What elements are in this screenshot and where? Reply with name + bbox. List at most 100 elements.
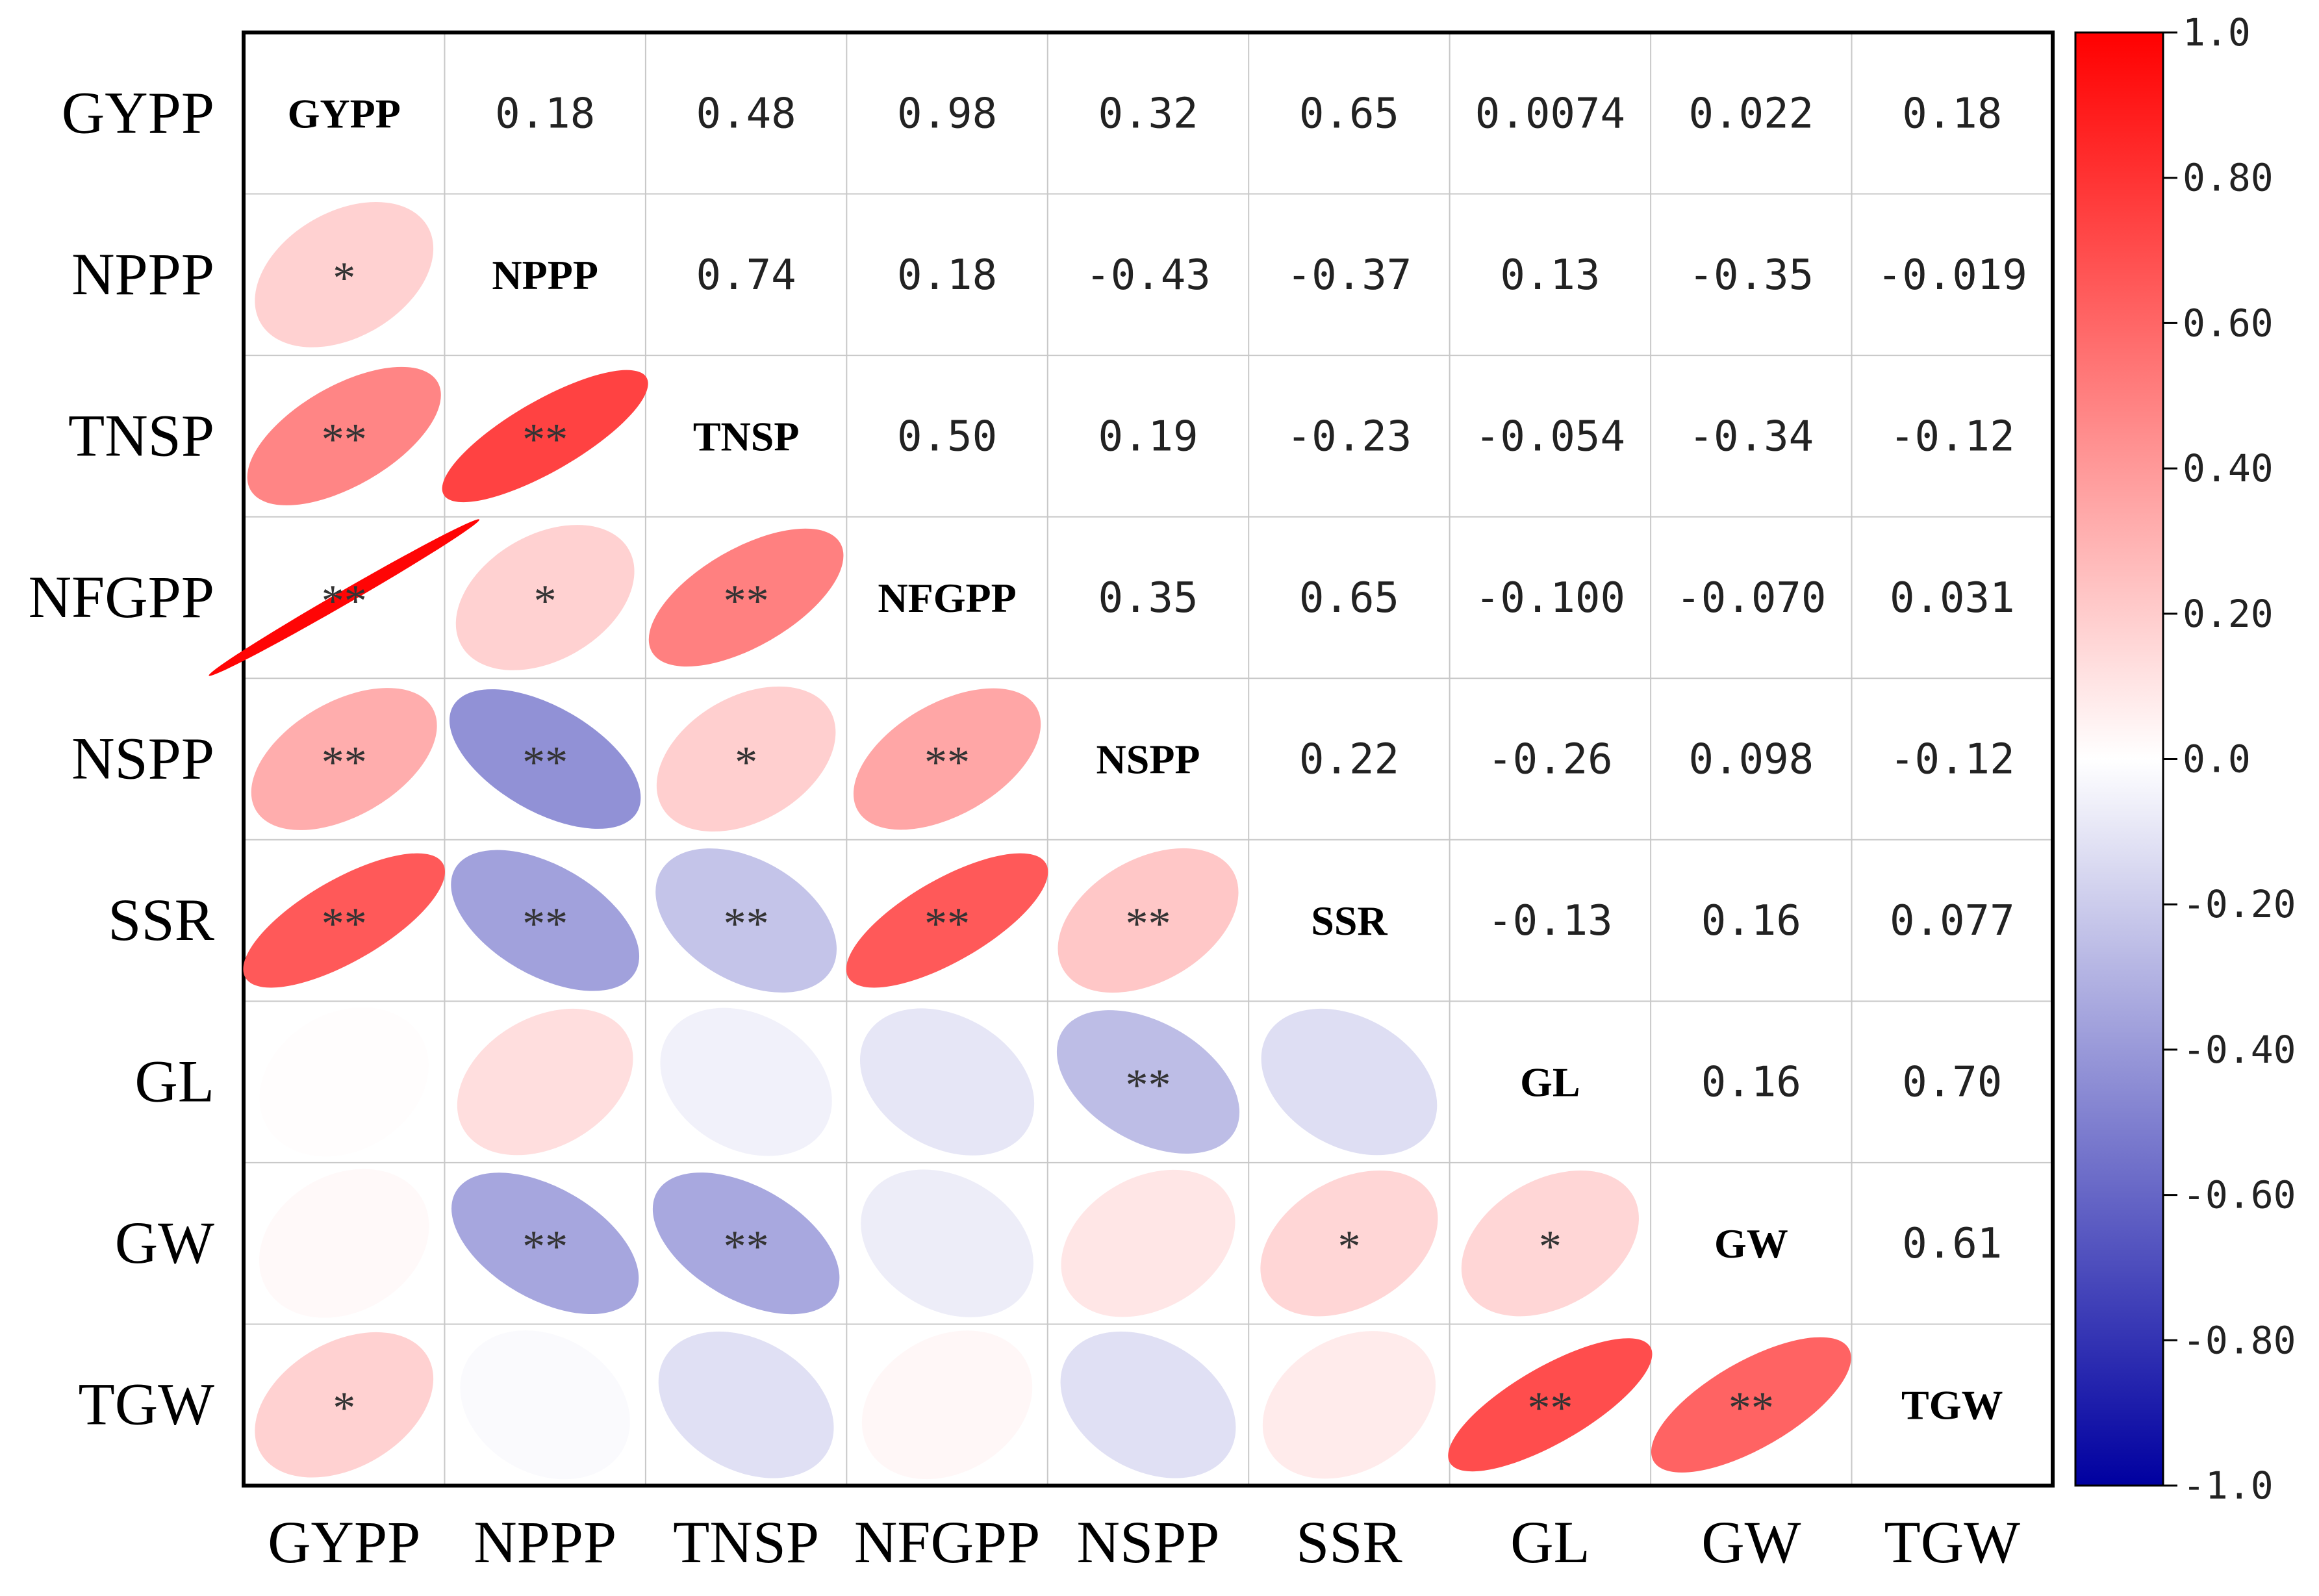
significance-marker: * <box>534 576 557 626</box>
correlation-value: 0.077 <box>1890 897 2015 945</box>
ellipse-ssr-gypp <box>243 853 446 988</box>
correlation-value: -0.070 <box>1676 574 1826 622</box>
x-axis-label: NPPP <box>474 1509 616 1575</box>
y-axis-label: GW <box>115 1210 214 1276</box>
correlation-value: 0.61 <box>1902 1220 2002 1268</box>
ellipse-nfgpp-gypp <box>209 519 480 676</box>
y-axis-label: TGW <box>79 1371 215 1438</box>
correlation-value: 0.18 <box>897 251 997 299</box>
correlation-value: 0.65 <box>1299 574 1399 622</box>
colorbar-tick-label: 1.0 <box>2183 10 2251 55</box>
ellipse-ssr-tnsp <box>655 848 837 993</box>
colorbar-tick-label: -0.80 <box>2183 1318 2296 1362</box>
correlation-value: 0.13 <box>1500 251 1600 299</box>
ellipse-gl-nspp <box>1056 1010 1240 1154</box>
ellipse-nspp-nppp <box>449 689 641 829</box>
colorbar-tick-label: -0.60 <box>2183 1173 2296 1217</box>
ellipse-nspp-tnsp <box>656 686 836 832</box>
significance-marker: ** <box>322 414 367 464</box>
correlation-value: 0.35 <box>1098 574 1198 622</box>
ellipse-tgw-nppp <box>460 1330 630 1480</box>
ellipse-nspp-nfgpp <box>853 688 1041 830</box>
colorbar: 1.0 0.80 0.60 0.40 0.20 0.0 -0.20 -0.40 -0.60 -0.… <box>2074 10 2296 1508</box>
x-axis-label: NFGPP <box>854 1509 1040 1575</box>
colorbar-tick-label: 0.20 <box>2183 592 2274 636</box>
significance-marker: ** <box>724 1222 769 1272</box>
x-axis-label: GL <box>1510 1509 1590 1575</box>
significance-marker: ** <box>1126 1061 1171 1111</box>
ellipse-tgw-gypp <box>255 1332 434 1478</box>
ellipse-gl-ssr <box>1261 1008 1438 1156</box>
significance-marker: ** <box>522 899 568 949</box>
ellipse-nppp-gypp <box>255 202 434 348</box>
correlation-value: 0.74 <box>696 251 796 299</box>
significance-marker: ** <box>924 899 970 949</box>
significance-marker: * <box>333 253 355 303</box>
colorbar-tick-label: -1.0 <box>2183 1463 2274 1508</box>
correlation-value: 0.098 <box>1689 736 1814 784</box>
ellipse-ssr-nspp <box>1058 848 1239 993</box>
correlation-value: -0.26 <box>1488 736 1613 784</box>
correlation-value: -0.35 <box>1689 251 1814 299</box>
diagonal-label: TGW <box>1901 1382 2003 1428</box>
ellipse-tnsp-gypp <box>247 366 441 505</box>
ellipse-gl-gypp <box>259 1007 429 1157</box>
ellipse-gw-gypp <box>259 1169 429 1318</box>
diagonal-label: GYPP <box>288 90 401 136</box>
ellipse-gw-nspp <box>1061 1169 1236 1317</box>
ellipse-gw-tnsp <box>652 1172 840 1315</box>
diagonal-label: NPPP <box>492 252 598 298</box>
colorbar-tick-label: -0.20 <box>2183 882 2296 926</box>
significance-marker: ** <box>724 899 769 949</box>
diagonal-label: NFGPP <box>878 575 1016 621</box>
correlation-value: -0.13 <box>1488 897 1613 945</box>
correlation-value: -0.019 <box>1877 251 2027 299</box>
ellipse-gl-nfgpp <box>859 1008 1035 1156</box>
diagonal-label: GW <box>1714 1221 1788 1267</box>
matrix-grid <box>242 31 2055 1488</box>
ellipse-tgw-gl <box>1448 1338 1653 1472</box>
correlation-value: 0.48 <box>696 90 796 138</box>
significance-marker: * <box>1539 1222 1562 1272</box>
colorbar-tick-label: 0.60 <box>2183 301 2274 345</box>
y-axis-label: NFGPP <box>29 564 214 630</box>
correlation-value: 0.0074 <box>1475 90 1625 138</box>
x-axis-label: SSR <box>1296 1509 1402 1575</box>
significance-marker: ** <box>322 899 367 949</box>
significance-marker: * <box>1337 1222 1360 1272</box>
ellipse-ssr-nfgpp <box>846 853 1048 988</box>
correlation-value: 0.98 <box>897 90 997 138</box>
ellipse-tnsp-nppp <box>442 370 648 503</box>
plot-frame <box>242 31 2055 1488</box>
x-axis-label: TNSP <box>673 1509 819 1575</box>
ellipse-gl-nppp <box>457 1008 633 1156</box>
significance-marker: * <box>735 738 757 788</box>
significance-marker: ** <box>924 738 970 788</box>
correlation-value: -0.12 <box>1890 412 2015 461</box>
colorbar-tick-label: -0.40 <box>2183 1028 2296 1072</box>
diagonal-label: TNSP <box>693 413 800 459</box>
correlation-value: 0.22 <box>1299 736 1399 784</box>
correlation-value: -0.12 <box>1890 736 2015 784</box>
ellipse-nspp-gypp <box>251 688 437 830</box>
significance-marker: * <box>333 1384 355 1434</box>
ellipse-nfgpp-nppp <box>455 525 635 670</box>
ellipse-gw-ssr <box>1260 1170 1438 1317</box>
correlation-value: 0.50 <box>897 412 997 461</box>
x-axis-label: GYPP <box>268 1509 420 1575</box>
significance-marker: ** <box>522 1222 568 1272</box>
y-axis-label: NSPP <box>71 726 214 792</box>
ellipse-ssr-nppp <box>451 850 640 991</box>
x-axis-label: GW <box>1701 1509 1801 1575</box>
correlation-value: 0.70 <box>1902 1059 2002 1107</box>
diagonal-label: SSR <box>1311 898 1388 944</box>
colorbar-gradient <box>2074 31 2164 1487</box>
y-axis-label: GL <box>134 1048 214 1115</box>
y-axis-label: NPPP <box>71 241 214 307</box>
correlation-value: -0.054 <box>1475 412 1625 461</box>
significance-marker: ** <box>322 738 367 788</box>
correlation-value: 0.32 <box>1098 90 1198 138</box>
significance-marker: ** <box>322 576 367 626</box>
ellipse-nfgpp-tnsp <box>648 528 844 667</box>
